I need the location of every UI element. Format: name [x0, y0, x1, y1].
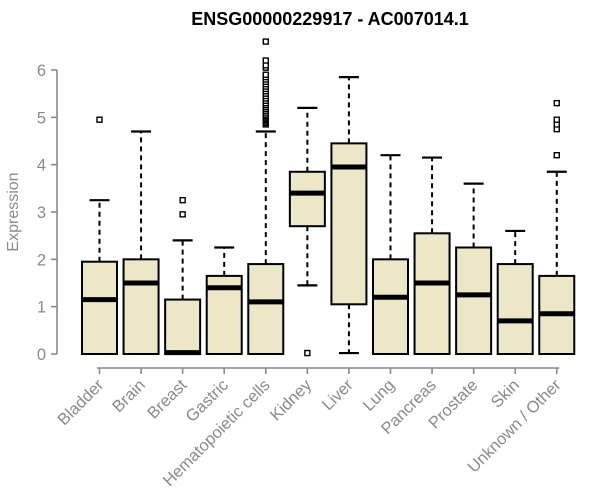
x-tick-label: Lung	[360, 376, 399, 415]
outlier-breast	[179, 196, 186, 204]
box-kidney	[288, 170, 326, 228]
outlier-unknown-other	[553, 99, 560, 107]
box-breast	[164, 298, 202, 356]
box-pancreas	[413, 232, 451, 355]
outlier-hematopoietic-cells	[262, 57, 269, 64]
box-bladder	[81, 260, 118, 356]
y-tick-label: 0	[37, 346, 46, 364]
outlier-hematopoietic-cells	[262, 38, 269, 45]
box-liver	[330, 142, 368, 306]
x-tick-label: Skin	[488, 376, 523, 411]
y-tick-label: 5	[37, 109, 46, 127]
x-tick-label: Bladder	[54, 376, 107, 429]
outlier-kidney	[304, 349, 311, 357]
outlier-bladder	[96, 116, 103, 123]
box-skin	[496, 263, 534, 356]
y-axis-title: Expression	[5, 172, 22, 251]
chart-title: ENSG00000229917 - AC007014.1	[191, 9, 469, 29]
outlier-breast	[179, 211, 186, 218]
outlier-unknown-other	[553, 116, 560, 123]
x-tick-label: Kidney	[267, 376, 316, 425]
outlier-unknown-other	[553, 151, 560, 159]
x-tick-label: Liver	[319, 376, 357, 414]
outlier-hematopoietic-cells	[262, 71, 269, 78]
box-brain	[122, 258, 160, 356]
y-tick-label: 6	[37, 62, 46, 80]
y-tick-label: 3	[37, 204, 46, 222]
box-hematopoietic-cells	[247, 263, 285, 356]
box-lung	[371, 258, 409, 356]
y-tick-label: 1	[37, 299, 46, 317]
box-prostate	[455, 246, 493, 355]
y-tick-label: 4	[37, 157, 46, 175]
y-tick-label: 2	[37, 251, 46, 269]
